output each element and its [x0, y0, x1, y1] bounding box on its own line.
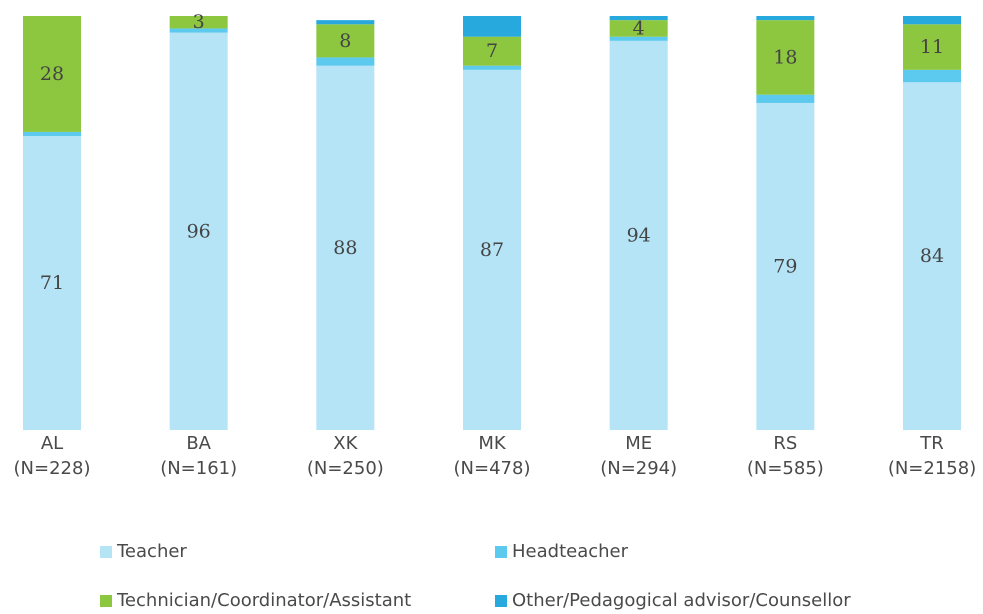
bar-segment	[463, 69, 522, 430]
bar-segment	[609, 40, 668, 431]
data-label: 3	[193, 11, 205, 33]
x-tick-label: BA	[186, 433, 211, 454]
x-tick-count: (N=228)	[14, 458, 91, 479]
bar-segment	[463, 36, 522, 66]
bar-segment	[903, 69, 962, 83]
legend-swatch	[495, 595, 507, 607]
x-tick-label: XK	[333, 433, 358, 454]
legend-swatch	[100, 595, 112, 607]
data-label: 4	[633, 17, 645, 39]
legend-swatch	[495, 546, 507, 558]
bar-segment	[169, 16, 228, 29]
data-label: 94	[627, 224, 651, 246]
x-tick-label: ME	[625, 433, 652, 454]
bar-segment	[316, 20, 375, 25]
data-label: 84	[920, 245, 944, 267]
legend-swatch	[100, 546, 112, 558]
bar-segment	[756, 16, 815, 21]
data-label: 11	[920, 36, 944, 58]
x-tick-count: (N=2158)	[888, 458, 976, 479]
x-tick-label: AL	[41, 433, 63, 454]
bar-segment	[609, 20, 668, 37]
bar-segment	[609, 16, 668, 21]
data-label: 7	[486, 40, 498, 62]
bar-segment	[463, 65, 522, 70]
bar-segment	[316, 24, 375, 58]
x-tick-count: (N=478)	[454, 458, 531, 479]
x-tick-count: (N=294)	[600, 458, 677, 479]
bar-segment	[756, 94, 815, 103]
x-tick-count: (N=250)	[307, 458, 384, 479]
legend-label: Headteacher	[512, 541, 629, 562]
x-tick-label: MK	[478, 433, 507, 454]
data-label: 96	[187, 220, 211, 242]
bar-segment	[756, 20, 815, 95]
bar-segment	[23, 136, 81, 430]
x-tick-label: RS	[773, 433, 797, 454]
legend-label: Technician/Coordinator/Assistant	[116, 590, 411, 611]
data-label: 18	[773, 46, 797, 68]
bar-segment	[23, 131, 81, 137]
bar-segment	[609, 36, 668, 41]
data-label: 87	[480, 239, 504, 261]
bar-segment	[756, 102, 815, 430]
bar-segment	[903, 82, 962, 431]
bar-segment	[903, 16, 962, 25]
x-tick-count: (N=585)	[747, 458, 824, 479]
bar-segment	[316, 57, 375, 66]
bar-segment	[169, 28, 228, 33]
bar-segment	[903, 24, 962, 70]
bar-segment	[23, 16, 81, 132]
legend-label: Other/Pedagogical advisor/Counsellor	[512, 590, 851, 611]
x-tick-label: TR	[919, 433, 944, 454]
x-tick-count: (N=161)	[160, 458, 237, 479]
data-label: 88	[333, 237, 357, 259]
legend-label: Teacher	[116, 541, 187, 562]
data-label: 79	[773, 255, 797, 277]
bar-segment	[316, 65, 375, 431]
bar-segment	[463, 16, 522, 37]
data-label: 8	[339, 30, 351, 52]
data-label: 71	[40, 272, 64, 294]
data-label: 28	[40, 63, 64, 85]
bar-segment	[169, 32, 228, 431]
